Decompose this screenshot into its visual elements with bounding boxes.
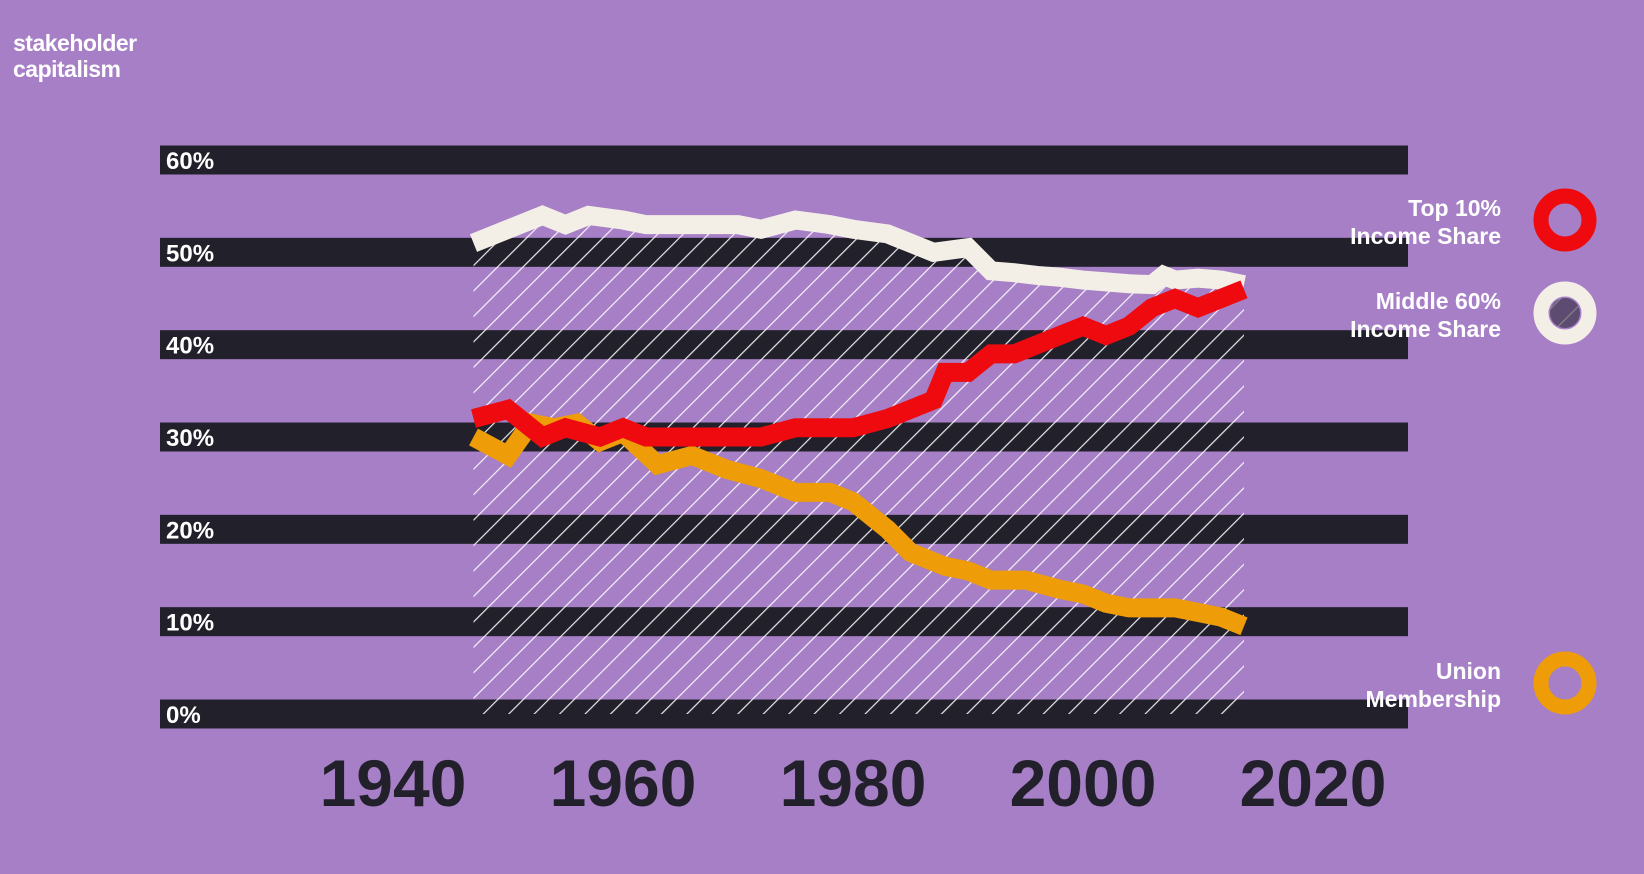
legend-label: Union [1436,658,1501,684]
legend-ring-top10 [1533,188,1597,252]
y-tick-label: 40% [166,333,214,360]
series-lines [469,205,1248,636]
y-axis-ticks: 60% 50% 40% 30% 20% 10% 0% [166,148,214,729]
x-tick-label: 1980 [780,746,927,820]
legend-ring-union [1533,651,1597,715]
brand-line-2: capitalism [13,56,121,82]
top10-series-line [471,280,1248,448]
brand-logo-text: stakeholder capitalism [13,30,137,82]
x-tick-label: 1960 [550,746,697,820]
legend-label: Top 10% [1408,195,1501,221]
brand-line-1: stakeholder [13,30,137,56]
y-tick-label: 0% [166,702,201,729]
y-tick-label: 20% [166,517,214,544]
legend-item-top10: Top 10%Income Share [1350,188,1597,252]
legend-label: Membership [1366,686,1501,712]
x-axis-ticks: 1940 1960 1980 2000 2020 [320,746,1387,820]
gridline-band-60 [160,145,1408,175]
middle60-series-line [469,205,1246,295]
y-tick-label: 50% [166,240,214,267]
legend-item-middle60: Middle 60%Income Share [1350,281,1597,345]
y-tick-label: 60% [166,148,214,175]
y-tick-label: 30% [166,425,214,452]
legend-label: Income Share [1350,316,1501,342]
y-tick-label: 10% [166,610,214,637]
legend-hatch-bg [1550,298,1580,328]
x-tick-label: 1940 [320,746,467,820]
x-tick-label: 2000 [1010,746,1157,820]
x-tick-label: 2020 [1240,746,1387,820]
legend-label: Middle 60% [1376,288,1501,314]
legend-ring-middle60 [1533,281,1597,345]
legend-label: Income Share [1350,223,1501,249]
